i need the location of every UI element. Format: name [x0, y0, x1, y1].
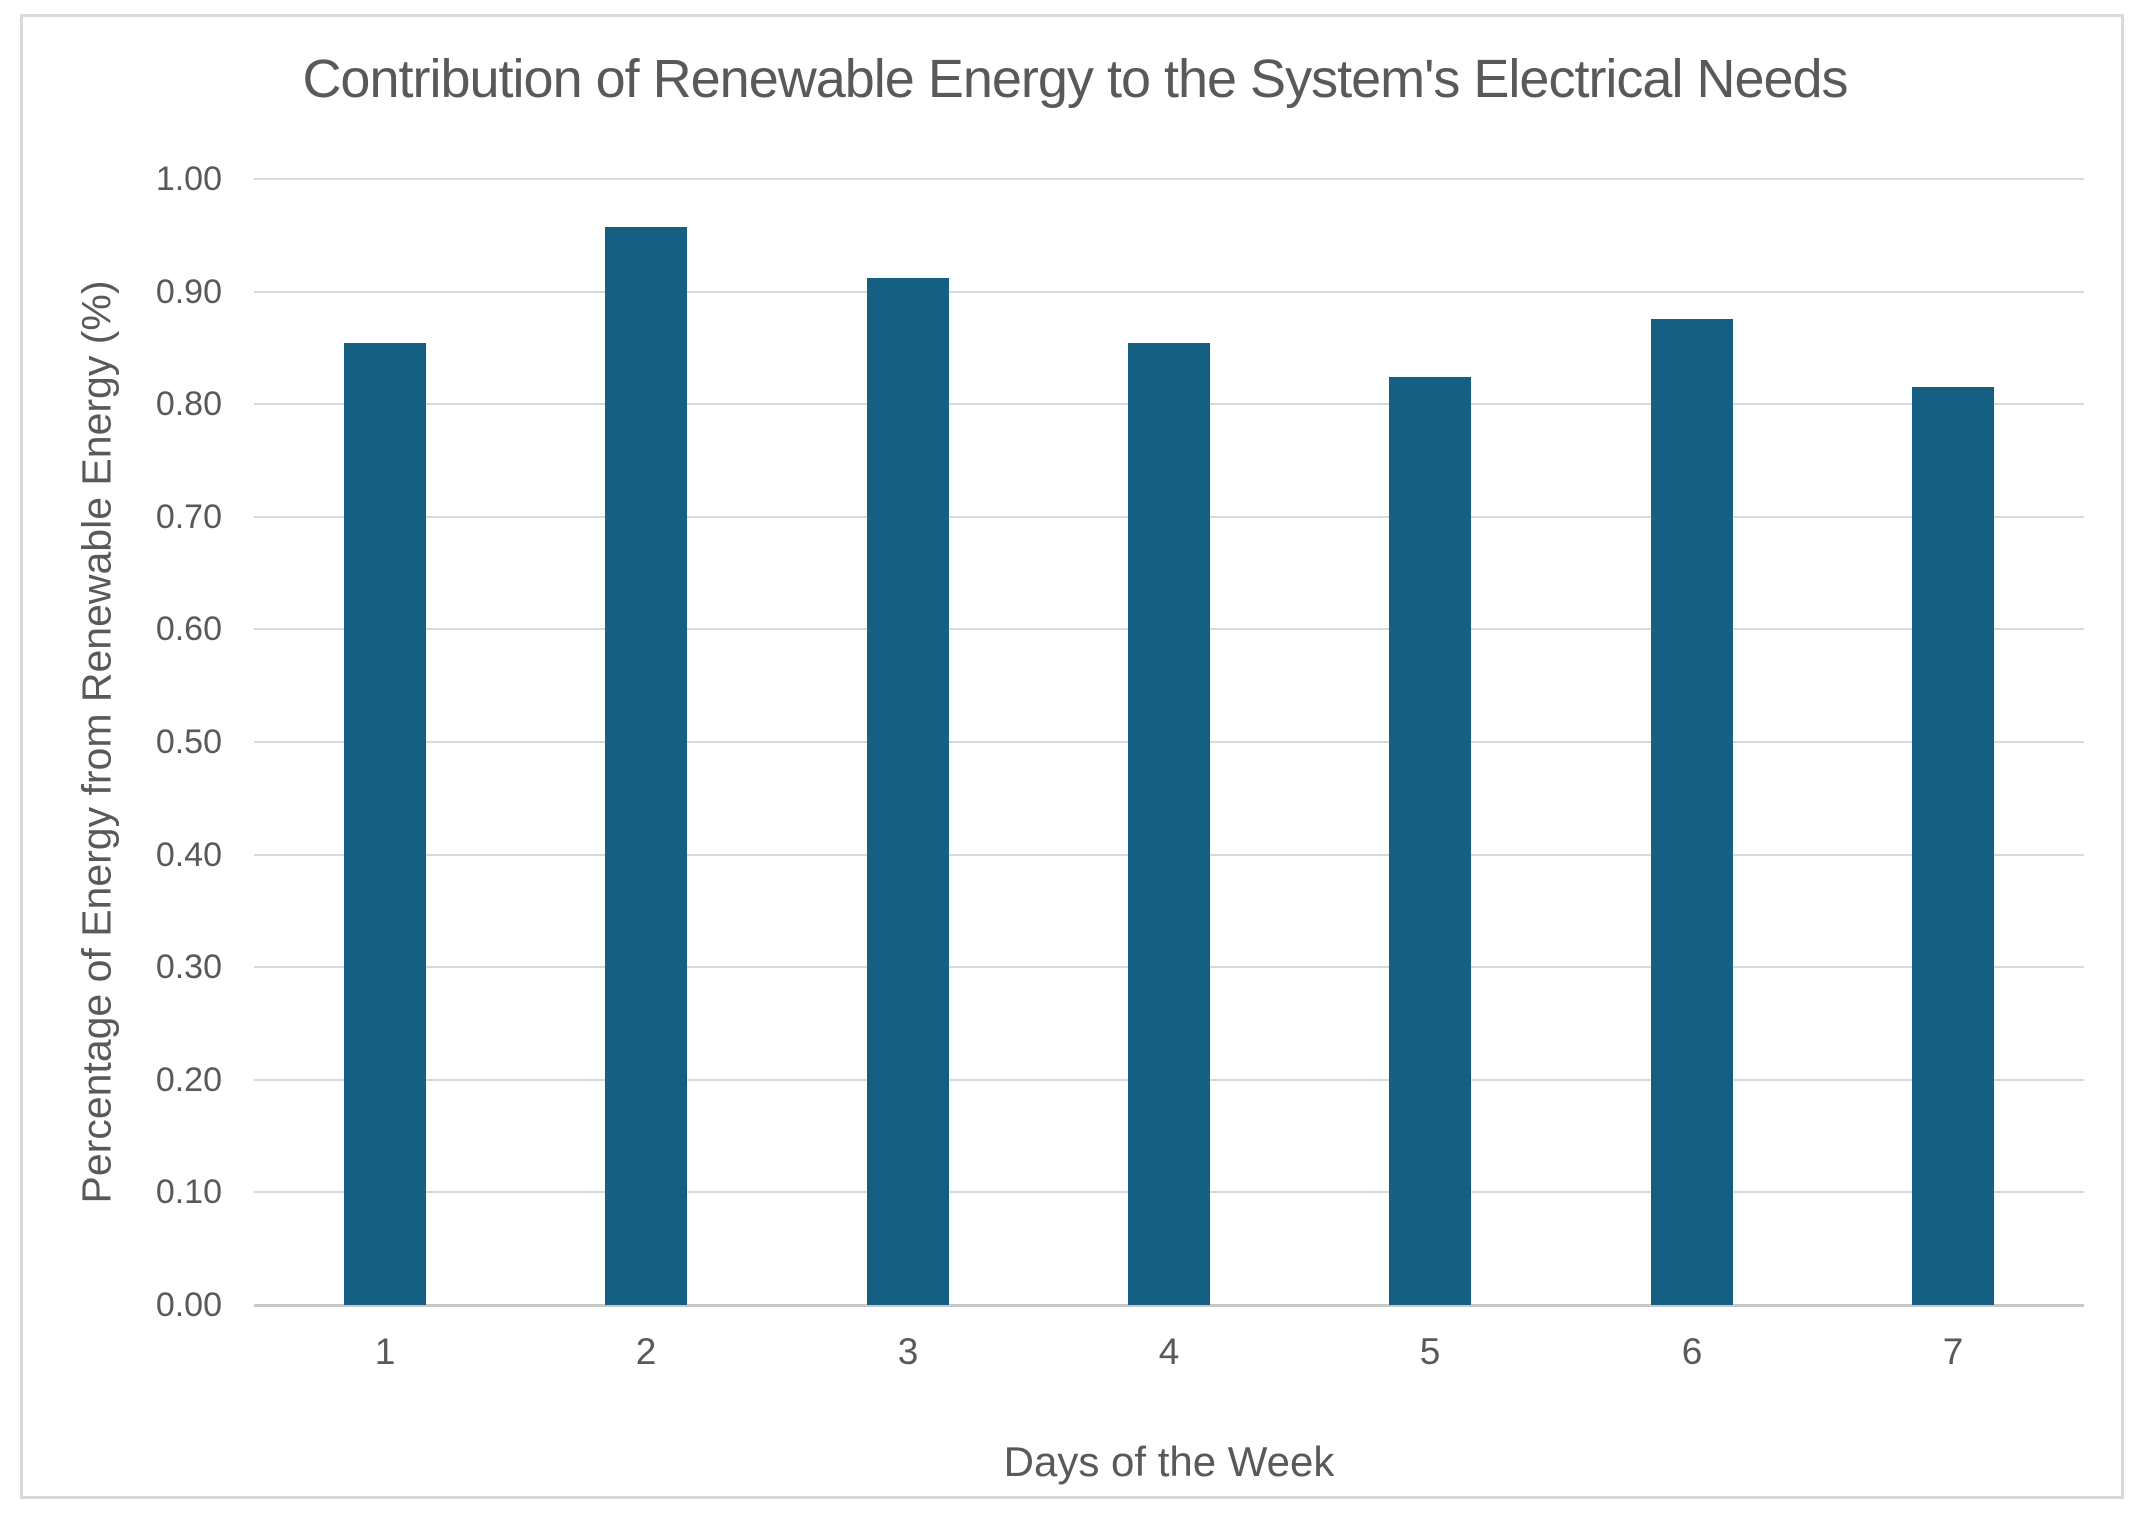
- x-tick-label: 1: [374, 1331, 396, 1372]
- y-tick-label: 0.10: [155, 1173, 222, 1212]
- y-tick-label: 0.90: [155, 272, 222, 311]
- y-tick-label: 0.20: [155, 1060, 222, 1099]
- bar-day-4: [1128, 343, 1210, 1305]
- chart-title: Contribution of Renewable Energy to the …: [302, 49, 1848, 109]
- bar-day-3: [867, 278, 949, 1305]
- gridline: [254, 178, 2084, 180]
- y-tick-label: 0.00: [155, 1286, 222, 1324]
- x-axis-title: Days of the Week: [1003, 1438, 1335, 1485]
- x-axis-line: [254, 1304, 2084, 1307]
- y-tick-label: 1.00: [155, 160, 222, 198]
- x-tick-label: 5: [1419, 1331, 1441, 1372]
- plot-area: [254, 178, 2084, 1307]
- x-tick-label: 6: [1681, 1331, 1703, 1372]
- bar-day-7: [1912, 387, 1994, 1305]
- x-tick-label: 4: [1158, 1331, 1180, 1372]
- bar-day-1: [344, 343, 426, 1305]
- bar-day-2: [605, 227, 687, 1305]
- bar-day-5: [1389, 377, 1471, 1305]
- y-tick-label: 0.40: [155, 835, 222, 874]
- x-tick-label: 7: [1942, 1331, 1964, 1372]
- y-tick-label: 0.70: [155, 497, 222, 536]
- gridline: [254, 290, 2084, 293]
- x-tick-label: 3: [897, 1331, 919, 1372]
- bar-day-6: [1651, 319, 1733, 1305]
- y-tick-label: 0.80: [155, 385, 222, 424]
- y-tick-label: 0.30: [155, 948, 222, 987]
- y-tick-label: 0.50: [155, 723, 222, 761]
- x-tick-label: 2: [635, 1331, 657, 1372]
- y-tick-label: 0.60: [155, 610, 222, 649]
